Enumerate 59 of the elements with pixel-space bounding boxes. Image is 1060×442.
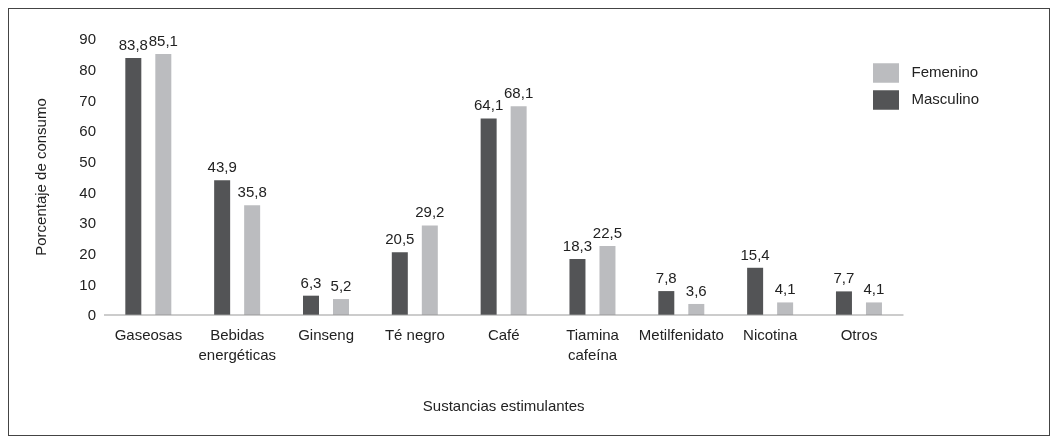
legend-label: Masculino xyxy=(911,90,979,108)
bar xyxy=(688,303,705,315)
bar xyxy=(835,291,852,315)
y-axis-title: Porcentaje de consumo xyxy=(32,98,50,256)
data-label: 22,5 xyxy=(592,224,623,241)
data-label: 29,2 xyxy=(415,203,445,221)
bar xyxy=(747,267,764,315)
data-label: 15,4 xyxy=(740,245,770,263)
data-label: 43,9 xyxy=(207,158,237,176)
x-tick-label: Nicotina xyxy=(743,325,798,343)
data-label: 7,7 xyxy=(833,269,855,287)
bar xyxy=(421,225,438,315)
bar xyxy=(569,258,586,315)
y-tick-label: 20 xyxy=(79,244,96,262)
x-tick-label: Tiamina cafeína xyxy=(566,325,620,363)
bar xyxy=(214,180,231,315)
x-axis-title: Sustancias estimulantes xyxy=(422,397,585,414)
y-tick-label: 0 xyxy=(87,306,96,324)
data-label: 6,3 xyxy=(300,273,322,291)
data-label: 18,3 xyxy=(562,236,593,254)
data-label: 5,2 xyxy=(330,277,352,295)
x-tick-label: Gaseosas xyxy=(114,325,183,343)
x-tick-label: Metilfenidato xyxy=(638,325,724,343)
data-label: 64,1 xyxy=(474,96,504,114)
data-label: 35,8 xyxy=(237,183,267,201)
data-label: 68,1 xyxy=(504,84,534,102)
bar xyxy=(302,295,319,315)
x-tick-label: Ginseng xyxy=(298,325,355,343)
bar xyxy=(155,54,172,315)
y-tick-label: 50 xyxy=(79,152,96,170)
y-tick-label: 70 xyxy=(79,91,96,109)
bar xyxy=(658,291,675,315)
x-tick-label: Otros xyxy=(840,325,878,343)
data-label: 83,8 xyxy=(118,36,148,54)
y-tick-label: 10 xyxy=(79,275,96,293)
bar xyxy=(777,302,794,315)
y-tick-label: 60 xyxy=(79,122,96,140)
bar xyxy=(391,252,408,315)
x-tick-label: Bebidas energéticas xyxy=(198,325,277,363)
data-label: 3,6 xyxy=(685,281,707,299)
legend-label: Femenino xyxy=(911,63,979,80)
x-tick-label: Café xyxy=(487,325,520,343)
data-label: 85,1 xyxy=(148,32,178,50)
y-tick-label: 80 xyxy=(79,60,96,78)
bar xyxy=(510,106,527,315)
y-tick-label: 40 xyxy=(79,183,96,201)
bar xyxy=(125,58,142,315)
x-tick-label: Té negro xyxy=(384,325,445,343)
y-tick-label: 30 xyxy=(79,214,96,232)
y-tick-label: 90 xyxy=(79,30,96,48)
data-label: 4,1 xyxy=(774,280,796,298)
data-label: 4,1 xyxy=(863,280,885,298)
bar xyxy=(865,302,882,315)
data-label: 7,8 xyxy=(655,269,677,287)
bar xyxy=(244,205,261,315)
data-label: 20,5 xyxy=(385,230,415,248)
bar xyxy=(480,118,497,315)
bar xyxy=(599,246,616,315)
bar xyxy=(332,299,349,315)
